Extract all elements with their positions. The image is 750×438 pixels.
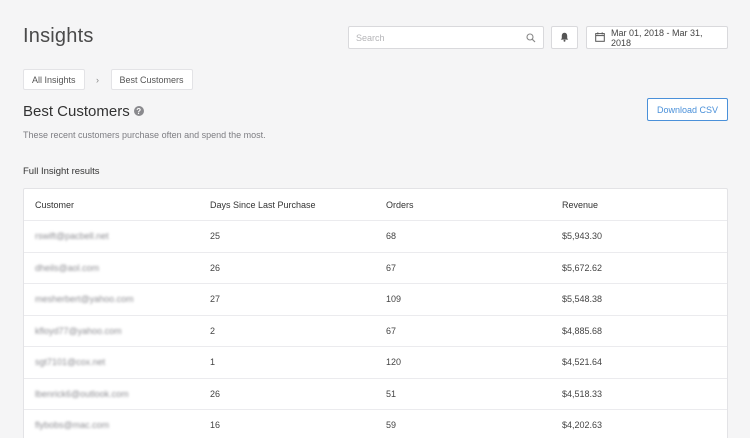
table-row[interactable]: kfloyd77@yahoo.com 2 67 $4,885.68 [24,316,727,347]
insight-title-row: Best Customers ? [23,101,144,121]
table-row[interactable]: lbenrick6@outlook.com 26 51 $4,518.33 [24,379,727,410]
page-title: Insights [23,25,94,47]
days-cell: 16 [210,420,221,431]
days-cell: 27 [210,294,221,305]
revenue-cell: $5,672.62 [562,262,603,273]
customer-cell: dheils@aol.com [35,262,100,273]
revenue-cell: $4,521.64 [562,357,603,368]
revenue-cell: $4,885.68 [562,325,603,336]
revenue-cell: $5,548.38 [562,294,603,305]
column-header-customer[interactable]: Customer [35,199,75,210]
bell-icon [560,29,569,47]
table-row[interactable]: rswift@pacbell.net 25 68 $5,943.30 [24,221,727,253]
calendar-icon [595,31,605,44]
table-row[interactable]: dheils@aol.com 26 67 $5,672.62 [24,253,727,284]
table-row[interactable]: flybobs@mac.com 16 59 $4,202.63 [24,410,727,438]
date-range-picker[interactable]: Mar 01, 2018 - Mar 31, 2018 [586,26,728,49]
days-cell: 26 [210,262,221,273]
date-range-label: Mar 01, 2018 - Mar 31, 2018 [611,27,703,48]
insight-description: These recent customers purchase often an… [23,130,266,140]
table-row[interactable]: mesherbert@yahoo.com 27 109 $5,548.38 [24,284,727,316]
table-row[interactable]: sgt7101@cox.net 1 120 $4,521.64 [24,347,727,379]
breadcrumb-all-insights[interactable]: All Insights [23,69,85,90]
customer-cell: lbenrick6@outlook.com [35,388,129,399]
notifications-button[interactable] [551,26,578,49]
help-icon[interactable]: ? [133,106,144,116]
revenue-cell: $4,518.33 [562,388,603,399]
breadcrumb-best-customers[interactable]: Best Customers [110,69,193,90]
orders-cell: 59 [386,420,397,431]
orders-cell: 67 [386,262,397,273]
revenue-cell: $5,943.30 [562,231,603,242]
days-cell: 1 [210,357,216,368]
orders-cell: 109 [386,294,402,305]
customer-cell: sgt7101@cox.net [35,357,106,368]
search-input[interactable] [356,32,526,43]
results-table: Customer Days Since Last Purchase Orders… [23,188,728,438]
column-header-orders[interactable]: Orders [386,199,414,210]
orders-cell: 68 [386,231,397,242]
customer-cell: rswift@pacbell.net [35,231,109,242]
revenue-cell: $4,202.63 [562,420,603,431]
column-header-days[interactable]: Days Since Last Purchase [210,199,316,210]
days-cell: 25 [210,231,221,242]
search-box[interactable] [348,26,544,49]
results-label: Full Insight results [23,166,100,177]
customer-cell: mesherbert@yahoo.com [35,294,134,305]
orders-cell: 67 [386,325,397,336]
days-cell: 2 [210,325,216,336]
customer-cell: kfloyd77@yahoo.com [35,325,122,336]
download-csv-button[interactable]: Download CSV [647,98,728,121]
customer-cell: flybobs@mac.com [35,420,110,431]
insight-title: Best Customers [23,102,130,120]
table-header: Customer Days Since Last Purchase Orders… [24,189,727,221]
search-icon[interactable] [526,32,536,43]
breadcrumb: All Insights › Best Customers [23,69,193,90]
orders-cell: 120 [386,357,402,368]
column-header-revenue[interactable]: Revenue [562,199,599,210]
days-cell: 26 [210,388,221,399]
breadcrumb-separator-icon: › [96,74,100,85]
orders-cell: 51 [386,388,397,399]
